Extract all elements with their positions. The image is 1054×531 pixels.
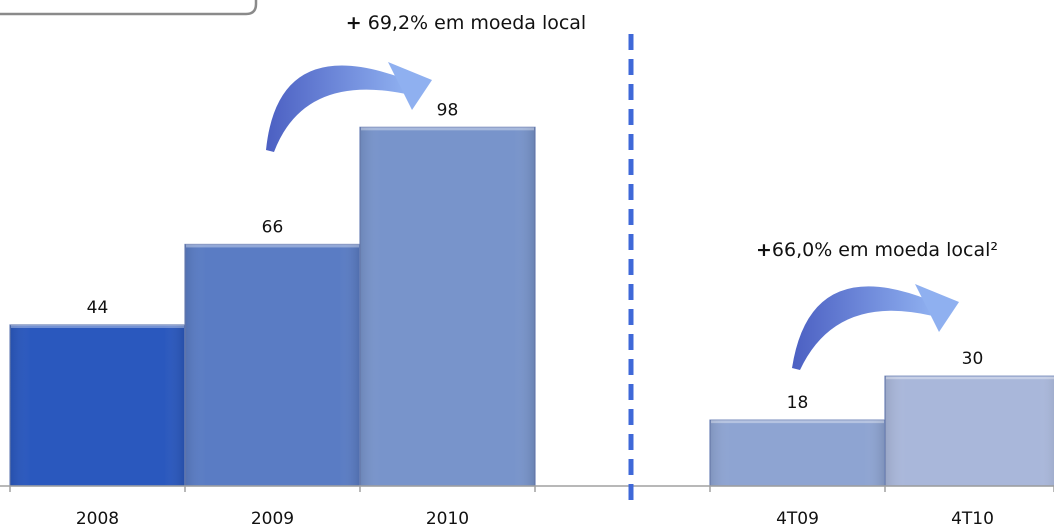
bar-shading-4t10: [885, 376, 1054, 486]
bar-shading-2009: [185, 244, 360, 486]
annotation-annual-text: 69,2% em moeda local: [362, 12, 587, 34]
data-label-2009: 66: [262, 217, 284, 237]
frame-corner: [0, 0, 258, 16]
data-label-2008: 44: [87, 298, 109, 318]
growth-arrow-annual-head: [388, 62, 432, 110]
data-label-4t09: 18: [787, 393, 809, 413]
growth-arrow-annual: [266, 62, 432, 152]
annotation-quarterly-plus: +: [756, 239, 772, 261]
bar-bevel-2009: [186, 244, 359, 248]
growth-arrow-quarterly: [792, 284, 959, 370]
annotation-quarterly-text: 66,0% em moeda local²: [772, 239, 998, 261]
bar-bevel-4t09: [711, 420, 884, 424]
tick-label-4t09: 4T09: [776, 509, 819, 527]
growth-arrows: [266, 62, 959, 370]
growth-arrow-annual-shaft: [266, 65, 406, 152]
tick-label-2008: 2008: [76, 509, 119, 527]
bar-shading-2008: [10, 324, 185, 486]
data-label-2010: 98: [437, 100, 459, 120]
annotation-annual-growth: + 69,2% em moeda local: [346, 12, 586, 34]
growth-arrow-quarterly-shaft: [792, 286, 933, 370]
annotation-annual-plus: +: [346, 12, 362, 34]
bar-shading-4t09: [710, 420, 885, 486]
tick-label-2010: 2010: [426, 509, 469, 527]
bar-bevel-4t10: [886, 376, 1054, 380]
data-label-4t10: 30: [962, 349, 984, 369]
bar-shading-2010: [360, 127, 535, 486]
tick-label-2009: 2009: [251, 509, 294, 527]
bar-bevel-2008: [11, 324, 184, 328]
bar-bevel-2010: [361, 127, 534, 131]
annotation-quarterly-growth: +66,0% em moeda local²: [756, 239, 998, 261]
x-axis: 2008 2009 2010 4T09 4T10: [0, 485, 1054, 529]
tick-label-4t10: 4T10: [951, 509, 994, 527]
growth-arrow-quarterly-head: [915, 284, 959, 332]
